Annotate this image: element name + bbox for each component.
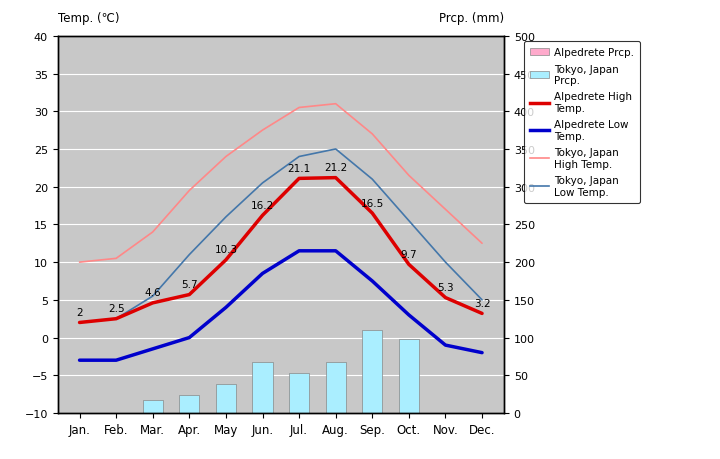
Bar (216, 385, 236, 413)
Text: 5.3: 5.3 (437, 282, 454, 292)
Bar (106, 413, 126, 459)
Bar (289, 413, 309, 459)
Bar (399, 413, 419, 447)
Text: 4.6: 4.6 (145, 288, 161, 297)
Text: 2.5: 2.5 (108, 303, 125, 313)
Text: 2: 2 (76, 307, 83, 317)
Text: 21.2: 21.2 (324, 163, 347, 173)
Text: 9.7: 9.7 (400, 249, 417, 259)
Text: 16.2: 16.2 (251, 201, 274, 210)
Bar (253, 362, 273, 413)
Bar (472, 413, 492, 459)
Text: Temp. (℃): Temp. (℃) (58, 12, 119, 25)
Bar (253, 413, 273, 459)
Legend: Alpedrete Prcp., Tokyo, Japan
Prcp., Alpedrete High
Temp., Alpedrete Low
Temp., : Alpedrete Prcp., Tokyo, Japan Prcp., Alp… (523, 42, 640, 203)
Bar (216, 413, 236, 451)
Bar (325, 362, 346, 413)
Text: 10.3: 10.3 (215, 245, 238, 255)
Bar (289, 373, 309, 413)
Bar (179, 413, 199, 458)
Text: Prcp. (mm): Prcp. (mm) (439, 12, 504, 25)
Bar (436, 413, 456, 419)
Text: 21.1: 21.1 (287, 163, 311, 174)
Text: 16.5: 16.5 (361, 198, 384, 208)
Text: 5.7: 5.7 (181, 280, 197, 289)
Bar (325, 413, 346, 459)
Bar (70, 413, 89, 449)
Bar (362, 330, 382, 413)
Bar (362, 413, 382, 459)
Bar (143, 400, 163, 413)
Bar (436, 413, 456, 458)
Bar (106, 413, 126, 446)
Bar (70, 413, 89, 459)
Bar (179, 395, 199, 413)
Bar (399, 340, 419, 413)
Text: 3.2: 3.2 (474, 298, 490, 308)
Bar (143, 413, 163, 459)
Bar (472, 413, 492, 459)
